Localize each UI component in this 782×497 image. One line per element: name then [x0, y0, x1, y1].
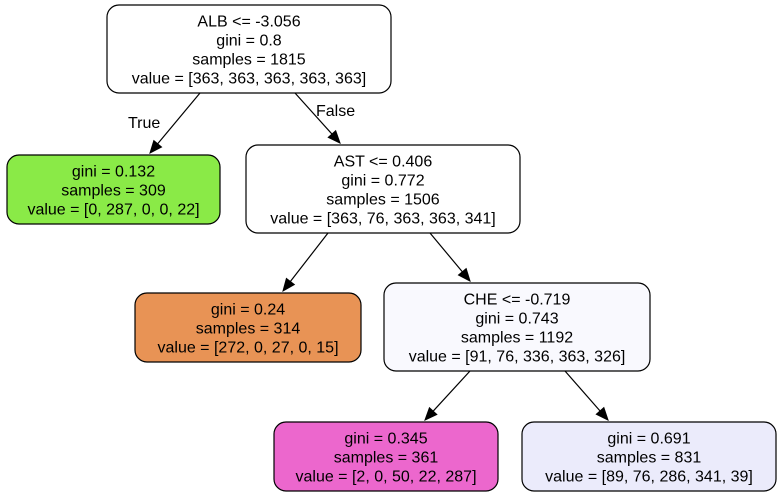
node-line: gini = 0.345 [344, 431, 427, 448]
edge-line [289, 232, 329, 282]
node-box [273, 421, 499, 492]
tree-node-root: ALB <= -3.056 gini = 0.8 samples = 1815 val… [106, 4, 392, 94]
node-line: ALB <= -3.056 [197, 14, 300, 31]
node-line: samples = 1192 [461, 330, 573, 347]
node-box [6, 154, 221, 225]
node-line: gini = 0.24 [211, 302, 285, 319]
tree-node-lavender-leaf: gini = 0.691 samples = 831 value = [89, 76… [521, 421, 777, 492]
arrow-head-icon [457, 267, 471, 282]
edge-root-to-left-leaf: True [128, 92, 201, 154]
node-line: samples = 361 [334, 450, 439, 467]
edge-root-to-ast-node: False [294, 92, 355, 144]
node-line: samples = 831 [597, 450, 702, 467]
edges-layer: True False [128, 92, 609, 421]
node-line: value = [363, 76, 363, 363, 341] [270, 211, 496, 228]
edge-ast-node-to-orange-leaf [282, 232, 329, 293]
node-line: value = [363, 363, 363, 363, 363] [132, 71, 366, 88]
node-box [383, 282, 651, 372]
node-line: gini = 0.743 [475, 311, 558, 328]
edge-line [564, 370, 601, 412]
arrow-head-icon [595, 406, 609, 421]
edge-line [294, 92, 333, 135]
node-line: gini = 0.691 [607, 431, 690, 448]
tree-node-pink-leaf: gini = 0.345 samples = 361 value = [2, 0, … [273, 421, 499, 492]
edge-label: False [316, 103, 355, 120]
arrow-head-icon [282, 277, 296, 293]
arrow-head-icon [149, 139, 163, 154]
node-line: samples = 1815 [192, 52, 306, 69]
node-box [134, 292, 362, 363]
nodes-layer: ALB <= -3.056 gini = 0.8 samples = 1815 val… [6, 4, 777, 492]
node-line: value = [89, 76, 286, 341, 39] [545, 469, 753, 486]
node-box [106, 4, 392, 94]
node-line: value = [0, 287, 0, 0, 22] [27, 202, 199, 219]
edge-line [432, 370, 471, 412]
node-line: samples = 1506 [326, 192, 440, 209]
tree-node-ast-node: AST <= 0.406 gini = 0.772 samples = 1506 va… [245, 144, 521, 234]
node-box [245, 144, 521, 234]
node-line: CHE <= -0.719 [464, 292, 571, 309]
edge-label: True [128, 115, 160, 132]
node-line: AST <= 0.406 [334, 154, 433, 171]
node-line: value = [91, 76, 336, 363, 326] [409, 349, 626, 366]
node-line: samples = 314 [196, 321, 301, 338]
node-line: value = [2, 0, 50, 22, 287] [295, 469, 476, 486]
tree-node-che-node: CHE <= -0.719 gini = 0.743 samples = 1192 v… [383, 282, 651, 372]
arrow-head-icon [424, 406, 438, 421]
node-line: gini = 0.8 [216, 33, 281, 50]
edge-ast-node-to-che-node [429, 232, 471, 282]
edge-che-node-to-pink-leaf [424, 370, 471, 421]
edge-che-node-to-lavender-leaf [564, 370, 609, 421]
edge-line [157, 92, 201, 145]
tree-node-orange-leaf: gini = 0.24 samples = 314 value = [272, 0,… [134, 292, 362, 363]
tree-node-left-leaf: gini = 0.132 samples = 309 value = [0, 287… [6, 154, 221, 225]
node-line: gini = 0.132 [72, 164, 155, 181]
arrow-head-icon [327, 129, 341, 144]
node-line: gini = 0.772 [341, 173, 424, 190]
node-line: samples = 309 [61, 183, 166, 200]
edge-line [429, 232, 463, 273]
node-line: value = [272, 0, 27, 0, 15] [157, 340, 338, 357]
node-box [521, 421, 777, 492]
